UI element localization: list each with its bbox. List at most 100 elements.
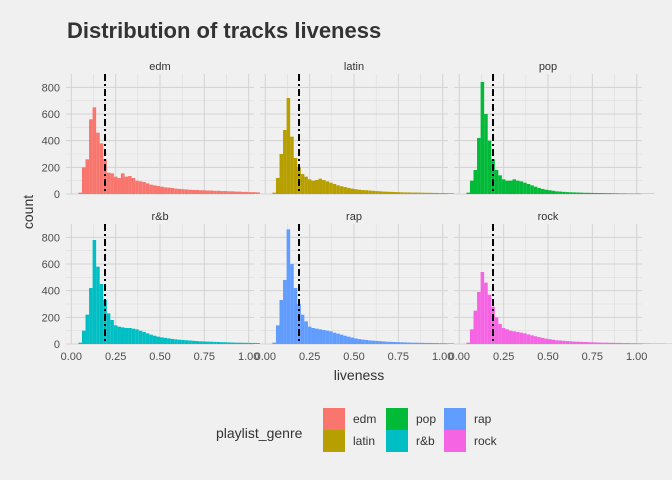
histogram-bar [152,185,157,194]
histogram-bar [442,343,447,344]
histogram-bar [565,192,570,194]
x-tick-label: 0.00 [61,351,82,363]
histogram-bar [184,340,189,344]
histogram-bar [526,184,531,194]
histogram-bar [354,338,358,344]
legend-label: rock [474,434,498,448]
histogram-bar [533,336,538,344]
histogram-bar [110,320,114,344]
histogram-bar [92,240,97,344]
histogram-bar [439,343,443,344]
histogram-bar [555,191,559,194]
histogram-bar [293,288,298,344]
histogram-bar [149,184,153,194]
histogram-bar [583,192,588,194]
histogram-bar [555,340,559,344]
histogram-bar [96,132,100,194]
histogram-bar [199,341,203,344]
histogram-bar [375,191,379,194]
histogram-bar [407,192,411,194]
histogram-bar [135,329,139,344]
histogram-bar [325,181,330,194]
histogram-bar [106,313,111,344]
histogram-bar [170,338,175,344]
panel-strip-label: latin [344,61,364,73]
histogram-bar [128,328,132,344]
histogram-bar [622,343,627,344]
histogram-bar [117,326,121,344]
histogram-bar [548,190,552,194]
histogram-bar [572,192,577,194]
histogram-bar [304,321,308,344]
histogram-bar [523,333,527,344]
histogram-bar [640,343,644,344]
histogram-bar [300,314,305,344]
histogram-bar [428,192,433,194]
histogram-bar [329,182,333,194]
histogram-bar [396,342,401,344]
histogram-bar [544,189,548,194]
histogram-bar [329,331,333,344]
legend-title: playlist_genre [216,425,303,441]
histogram-bar [336,333,340,344]
histogram-bar [608,193,612,194]
histogram-bar [181,189,185,194]
histogram-bar [385,191,390,194]
histogram-bar [167,338,171,344]
histogram-bar [389,191,394,194]
histogram-bar [498,324,502,344]
histogram-bar [290,264,294,344]
histogram-bar [213,341,217,344]
legend-label: latin [353,434,375,448]
y-tick-label: 600 [42,109,60,121]
histogram-bar [206,341,210,344]
panel-strip-label: rock [538,211,559,223]
histogram-bar [480,82,485,194]
facet-panels: edm 0 200 400 600 800 latin pop r&b 0 200 400 600 800… [42,58,672,363]
histogram-bar [432,192,436,194]
histogram-bar [508,330,513,344]
histogram-bar [576,341,580,344]
panel-strip-label: r&b [151,211,168,223]
histogram-bar [537,188,541,194]
histogram-bar [378,191,383,194]
histogram-bar [290,136,294,194]
histogram-bar [611,193,616,194]
histogram-bar [184,189,189,194]
histogram-bar [389,341,394,344]
histogram-bar [477,292,481,344]
histogram-bar [533,186,538,194]
x-tick-label: 0.00 [255,351,276,363]
histogram-bar [339,186,344,194]
histogram-bar [332,184,337,194]
histogram-bar [615,193,619,194]
panel-strip [66,208,254,224]
histogram-bar [417,342,422,344]
histogram-bar [407,342,411,344]
histogram-bar [248,192,253,194]
histogram-bar [410,342,415,344]
histogram-bar [99,143,104,194]
histogram-bar [350,337,354,344]
histogram-bar [583,342,588,344]
histogram-bar [138,330,143,344]
histogram-bar [494,170,499,194]
histogram-bar [594,342,598,344]
histogram-bar [191,190,196,194]
histogram-bar [576,192,580,194]
histogram-bar [195,341,200,344]
histogram-bar [234,191,239,194]
histogram-bar [275,178,280,194]
histogram-bar [311,180,315,194]
histogram-bar [519,332,524,344]
histogram-bar [339,334,344,344]
histogram-bar [501,328,506,344]
histogram-bar [156,186,160,194]
histogram-bar [526,334,531,344]
x-tick-label: 0.75 [194,351,215,363]
histogram-bar [414,342,418,344]
histogram-bar [361,339,365,344]
histogram-bar [530,335,534,344]
y-tick-label: 800 [42,232,60,244]
histogram-bar [618,342,623,344]
